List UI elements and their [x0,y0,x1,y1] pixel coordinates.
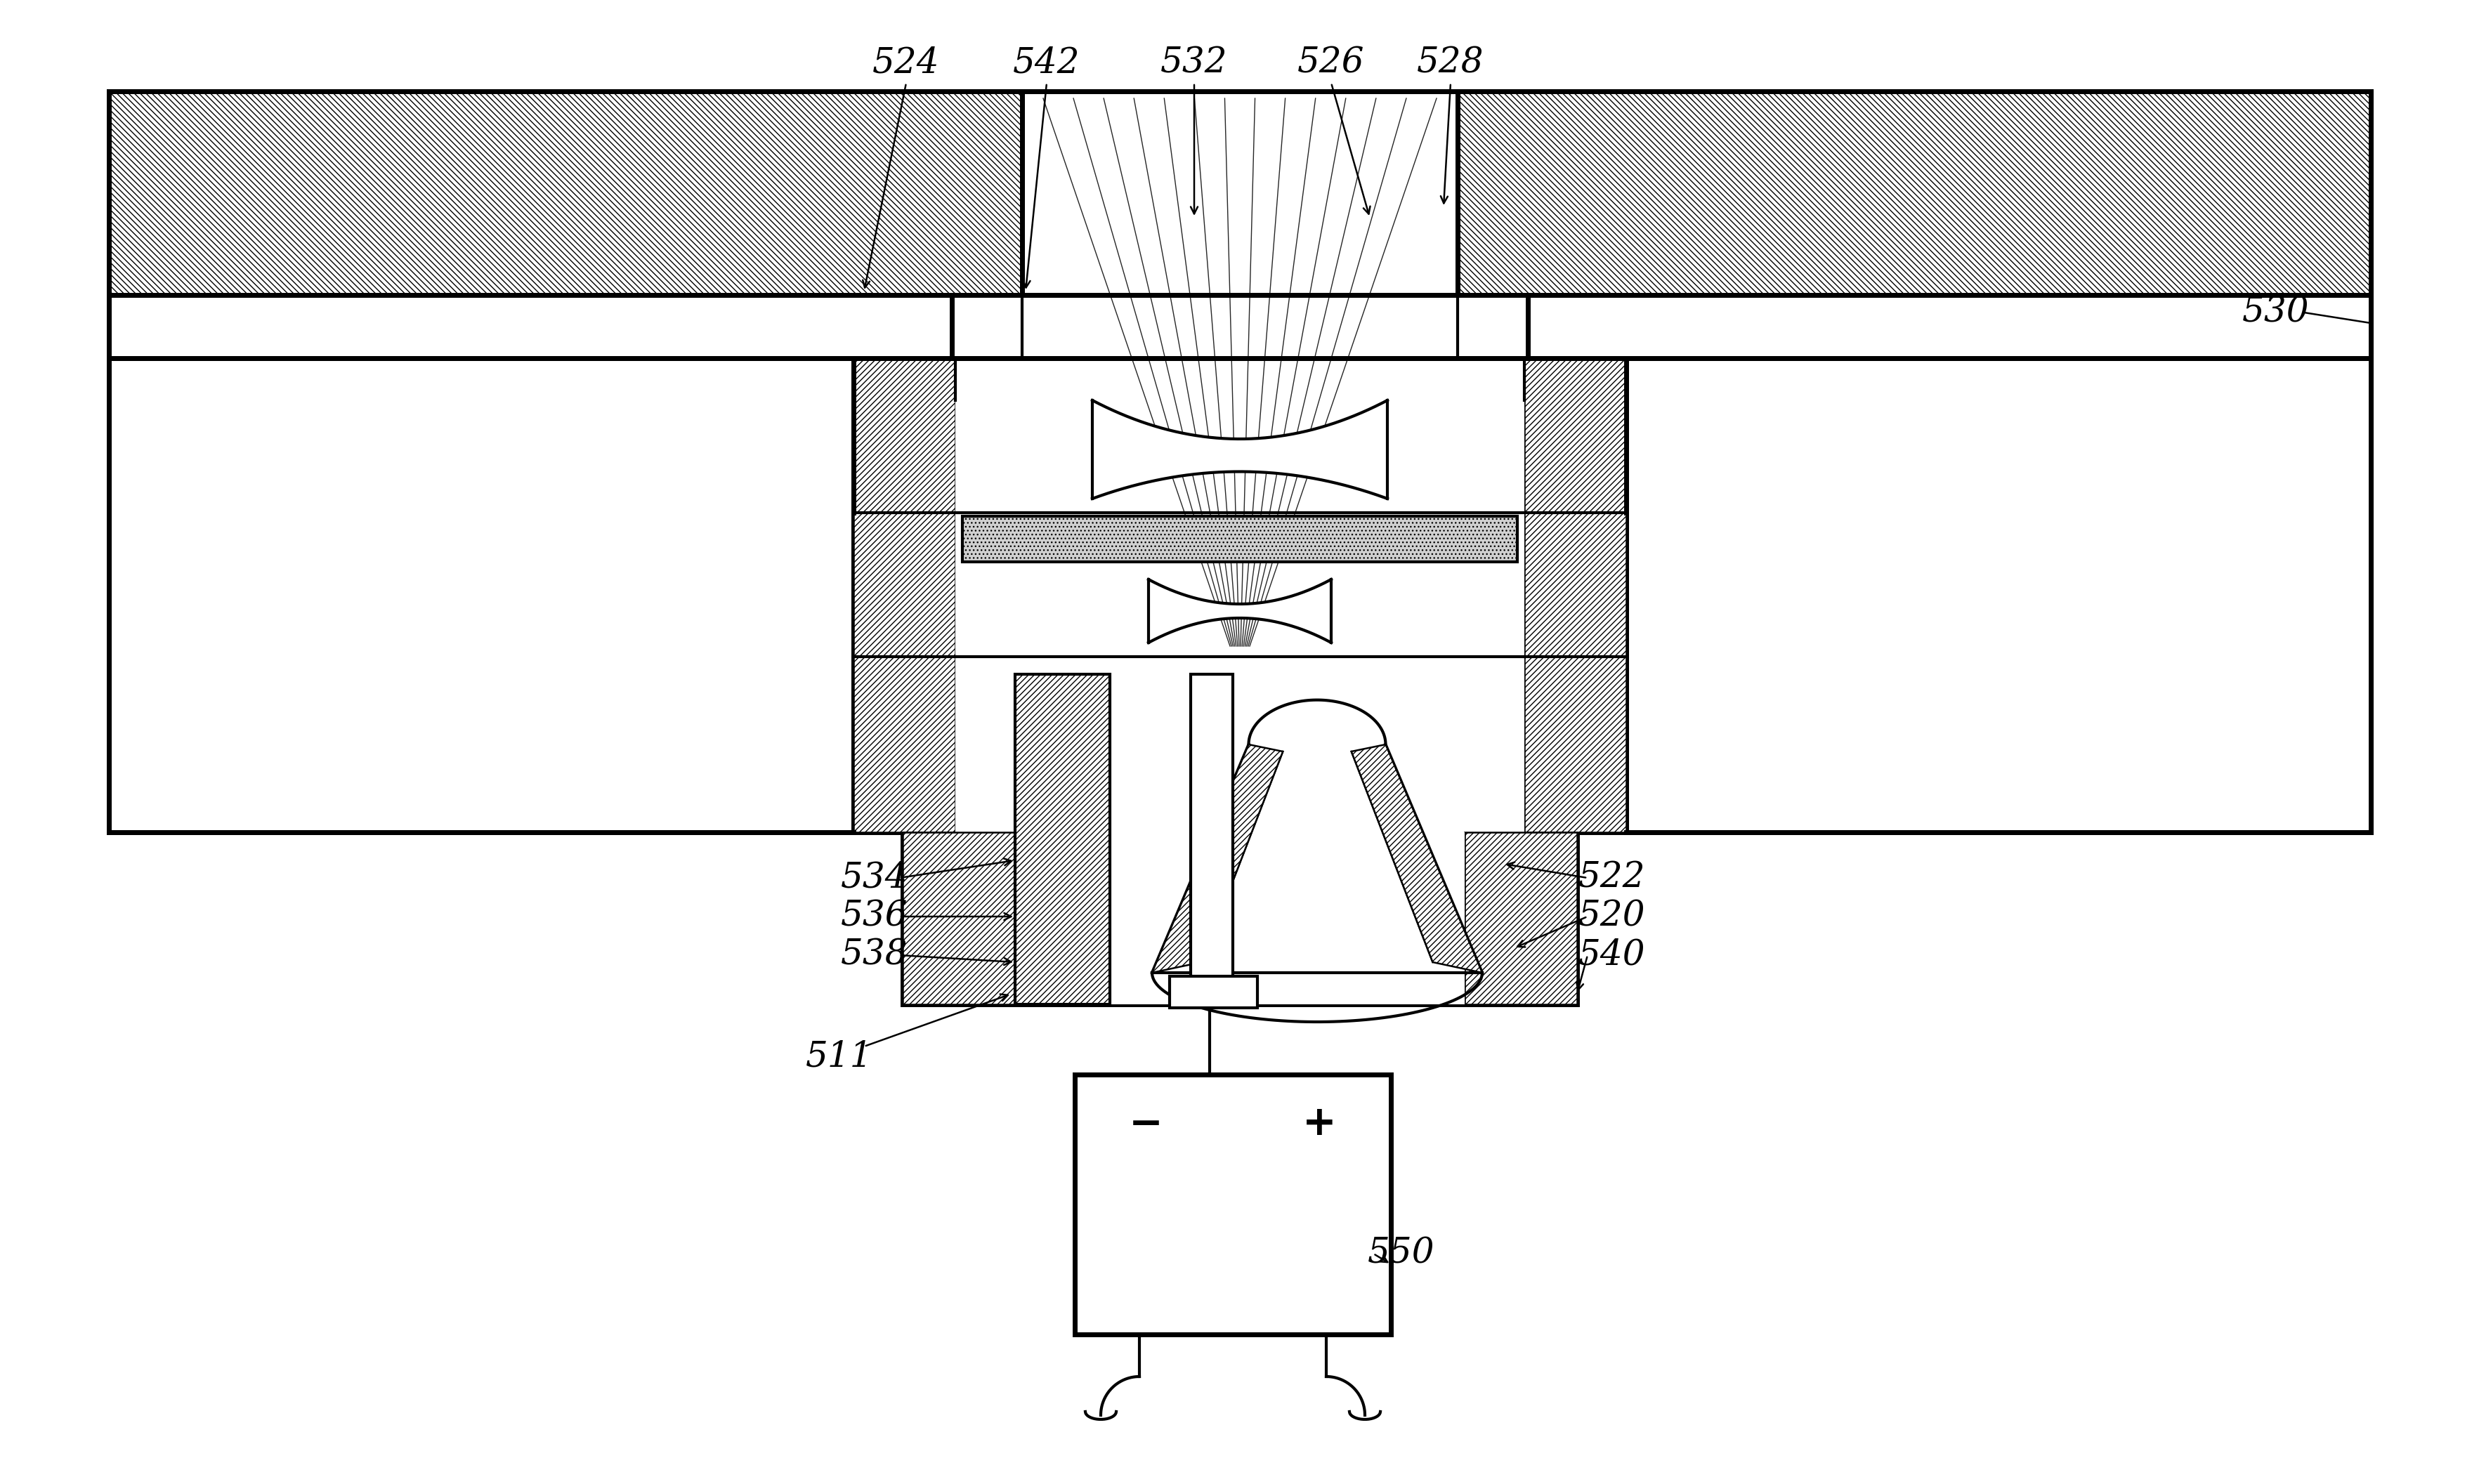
Bar [902,833,1577,1005]
Bar [1458,295,1527,358]
Bar [1021,92,1458,295]
Text: 526: 526 [1297,46,1366,80]
Text: 528: 528 [1418,46,1485,80]
Text: 542: 542 [1014,46,1081,80]
Bar [962,516,1517,562]
Polygon shape [1148,579,1331,643]
Bar [1014,833,1465,1005]
Text: −: − [1128,1104,1163,1144]
Polygon shape [1093,401,1388,499]
Text: 511: 511 [806,1040,873,1074]
Bar [1076,1074,1391,1334]
Text: 524: 524 [873,46,940,80]
Bar [853,358,1626,833]
Bar [1465,833,1577,1005]
Bar [853,358,954,833]
Text: 532: 532 [1160,46,1227,80]
Text: 540: 540 [1579,938,1646,972]
Text: 550: 550 [1368,1236,1435,1270]
Bar [109,92,2370,295]
Text: +: + [1301,1104,1336,1144]
Text: 530: 530 [2243,295,2310,329]
Bar [1190,674,1232,979]
Polygon shape [1153,745,1282,972]
Bar [954,358,1525,833]
Bar [1525,358,1626,833]
Bar [952,295,1021,358]
Bar [1170,976,1257,1008]
Text: 534: 534 [840,861,907,895]
Bar [902,833,1014,1005]
Text: 520: 520 [1579,899,1646,933]
Text: 538: 538 [840,938,907,972]
Polygon shape [1351,745,1482,972]
Text: 536: 536 [840,899,907,933]
Bar [1014,674,1111,1005]
Bar [109,358,853,833]
Bar [109,295,2370,358]
Bar [1626,358,2370,833]
Text: 522: 522 [1579,861,1646,895]
